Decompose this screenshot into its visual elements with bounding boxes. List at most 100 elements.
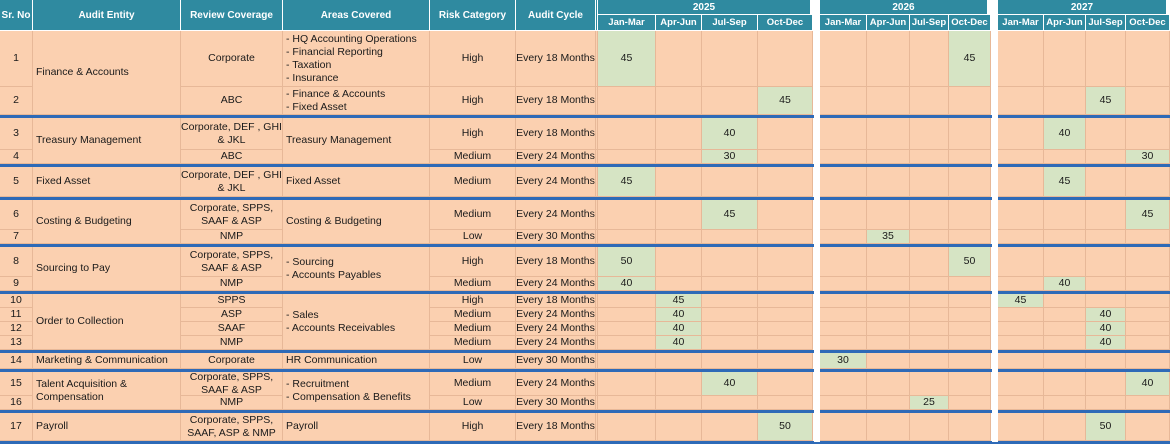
schedule-cell-planned[interactable]: 25 <box>910 396 949 410</box>
schedule-cell[interactable] <box>1126 322 1170 336</box>
schedule-cell[interactable] <box>598 118 656 150</box>
schedule-cell[interactable] <box>1126 396 1170 410</box>
sr-no-cell[interactable]: 2 <box>0 87 33 115</box>
areas-covered-cell[interactable]: Treasury Management <box>283 118 430 164</box>
schedule-cell[interactable] <box>867 150 910 164</box>
schedule-cell[interactable] <box>867 118 910 150</box>
quarter-header[interactable]: Apr-Jun <box>1044 15 1086 30</box>
review-coverage-cell[interactable]: NMP <box>181 396 283 410</box>
sr-no-cell[interactable]: 11 <box>0 308 33 322</box>
schedule-cell[interactable] <box>758 230 813 244</box>
audit-cycle-cell[interactable]: Every 24 Months <box>516 308 596 322</box>
sr-no-cell[interactable]: 8 <box>0 247 33 277</box>
schedule-cell[interactable] <box>949 277 991 291</box>
schedule-cell[interactable] <box>1126 167 1170 197</box>
audit-cycle-cell[interactable]: Every 24 Months <box>516 322 596 336</box>
schedule-cell-planned[interactable]: 45 <box>998 294 1044 308</box>
schedule-cell[interactable] <box>910 167 949 197</box>
audit-cycle-cell[interactable]: Every 18 Months <box>516 413 596 441</box>
schedule-cell[interactable] <box>1044 372 1086 396</box>
audit-cycle-cell[interactable]: Every 18 Months <box>516 247 596 277</box>
schedule-cell[interactable] <box>910 150 949 164</box>
schedule-cell[interactable] <box>1086 200 1126 230</box>
quarter-header[interactable]: Oct-Dec <box>949 15 991 30</box>
risk-category-cell[interactable]: Low <box>430 396 516 410</box>
schedule-cell[interactable] <box>949 167 991 197</box>
column-header-coverage[interactable]: Review Coverage <box>181 0 283 30</box>
schedule-cell-planned[interactable]: 40 <box>656 308 702 322</box>
risk-category-cell[interactable]: High <box>430 118 516 150</box>
schedule-cell[interactable] <box>1044 413 1086 441</box>
schedule-cell-planned[interactable]: 45 <box>949 31 991 87</box>
schedule-cell[interactable] <box>820 247 867 277</box>
schedule-cell[interactable] <box>598 353 656 369</box>
schedule-cell[interactable] <box>598 230 656 244</box>
sr-no-cell[interactable]: 1 <box>0 31 33 87</box>
schedule-cell[interactable] <box>998 413 1044 441</box>
risk-category-cell[interactable]: High <box>430 294 516 308</box>
risk-category-cell[interactable]: Low <box>430 230 516 244</box>
schedule-cell[interactable] <box>656 396 702 410</box>
schedule-cell[interactable] <box>702 87 758 115</box>
schedule-cell[interactable] <box>656 87 702 115</box>
schedule-cell[interactable] <box>656 167 702 197</box>
schedule-cell[interactable] <box>702 353 758 369</box>
review-coverage-cell[interactable]: ABC <box>181 87 283 115</box>
review-coverage-cell[interactable]: Corporate <box>181 31 283 87</box>
schedule-cell[interactable] <box>820 167 867 197</box>
schedule-cell[interactable] <box>820 31 867 87</box>
sr-no-cell[interactable]: 7 <box>0 230 33 244</box>
column-header-sr-no[interactable]: Sr. No <box>0 0 33 30</box>
schedule-cell[interactable] <box>998 200 1044 230</box>
schedule-cell[interactable] <box>910 87 949 115</box>
schedule-cell[interactable] <box>1044 230 1086 244</box>
sr-no-cell[interactable]: 12 <box>0 322 33 336</box>
sr-no-cell[interactable]: 17 <box>0 413 33 441</box>
schedule-cell[interactable] <box>656 353 702 369</box>
quarter-header[interactable]: Apr-Jun <box>656 15 702 30</box>
schedule-cell-planned[interactable]: 50 <box>1086 413 1126 441</box>
schedule-cell[interactable] <box>656 372 702 396</box>
review-coverage-cell[interactable]: SPPS <box>181 294 283 308</box>
risk-category-cell[interactable]: Medium <box>430 277 516 291</box>
schedule-cell-planned[interactable]: 40 <box>656 336 702 350</box>
column-header-entity[interactable]: Audit Entity <box>33 0 181 30</box>
audit-cycle-cell[interactable]: Every 24 Months <box>516 336 596 350</box>
schedule-cell[interactable] <box>702 336 758 350</box>
schedule-cell[interactable] <box>758 322 813 336</box>
schedule-cell[interactable] <box>910 277 949 291</box>
schedule-cell[interactable] <box>1126 336 1170 350</box>
audit-entity-cell[interactable]: Payroll <box>33 413 181 441</box>
schedule-cell[interactable] <box>1086 31 1126 87</box>
schedule-cell-planned[interactable]: 45 <box>1126 200 1170 230</box>
schedule-cell-planned[interactable]: 50 <box>758 413 813 441</box>
schedule-cell-planned[interactable]: 45 <box>1086 87 1126 115</box>
schedule-cell[interactable] <box>867 413 910 441</box>
schedule-cell[interactable] <box>820 322 867 336</box>
schedule-cell[interactable] <box>1086 277 1126 291</box>
column-header-areas[interactable]: Areas Covered <box>283 0 430 30</box>
schedule-cell[interactable] <box>998 322 1044 336</box>
schedule-cell[interactable] <box>758 31 813 87</box>
schedule-cell[interactable] <box>702 247 758 277</box>
schedule-cell[interactable] <box>949 294 991 308</box>
audit-cycle-cell[interactable]: Every 30 Months <box>516 353 596 369</box>
risk-category-cell[interactable]: High <box>430 31 516 87</box>
schedule-cell[interactable] <box>1044 150 1086 164</box>
risk-category-cell[interactable]: High <box>430 247 516 277</box>
schedule-cell[interactable] <box>820 396 867 410</box>
areas-covered-cell[interactable]: - Finance & Accounts - Fixed Asset <box>283 87 430 115</box>
schedule-cell[interactable] <box>949 353 991 369</box>
schedule-cell[interactable] <box>949 322 991 336</box>
schedule-cell[interactable] <box>702 308 758 322</box>
review-coverage-cell[interactable]: NMP <box>181 230 283 244</box>
audit-entity-cell[interactable]: Finance & Accounts <box>33 31 181 115</box>
schedule-cell[interactable] <box>598 294 656 308</box>
schedule-cell[interactable] <box>910 118 949 150</box>
schedule-cell-planned[interactable]: 45 <box>598 167 656 197</box>
areas-covered-cell[interactable]: Fixed Asset <box>283 167 430 197</box>
schedule-cell[interactable] <box>910 336 949 350</box>
schedule-cell-planned[interactable]: 45 <box>702 200 758 230</box>
schedule-cell-planned[interactable]: 40 <box>1086 336 1126 350</box>
schedule-cell[interactable] <box>1126 247 1170 277</box>
